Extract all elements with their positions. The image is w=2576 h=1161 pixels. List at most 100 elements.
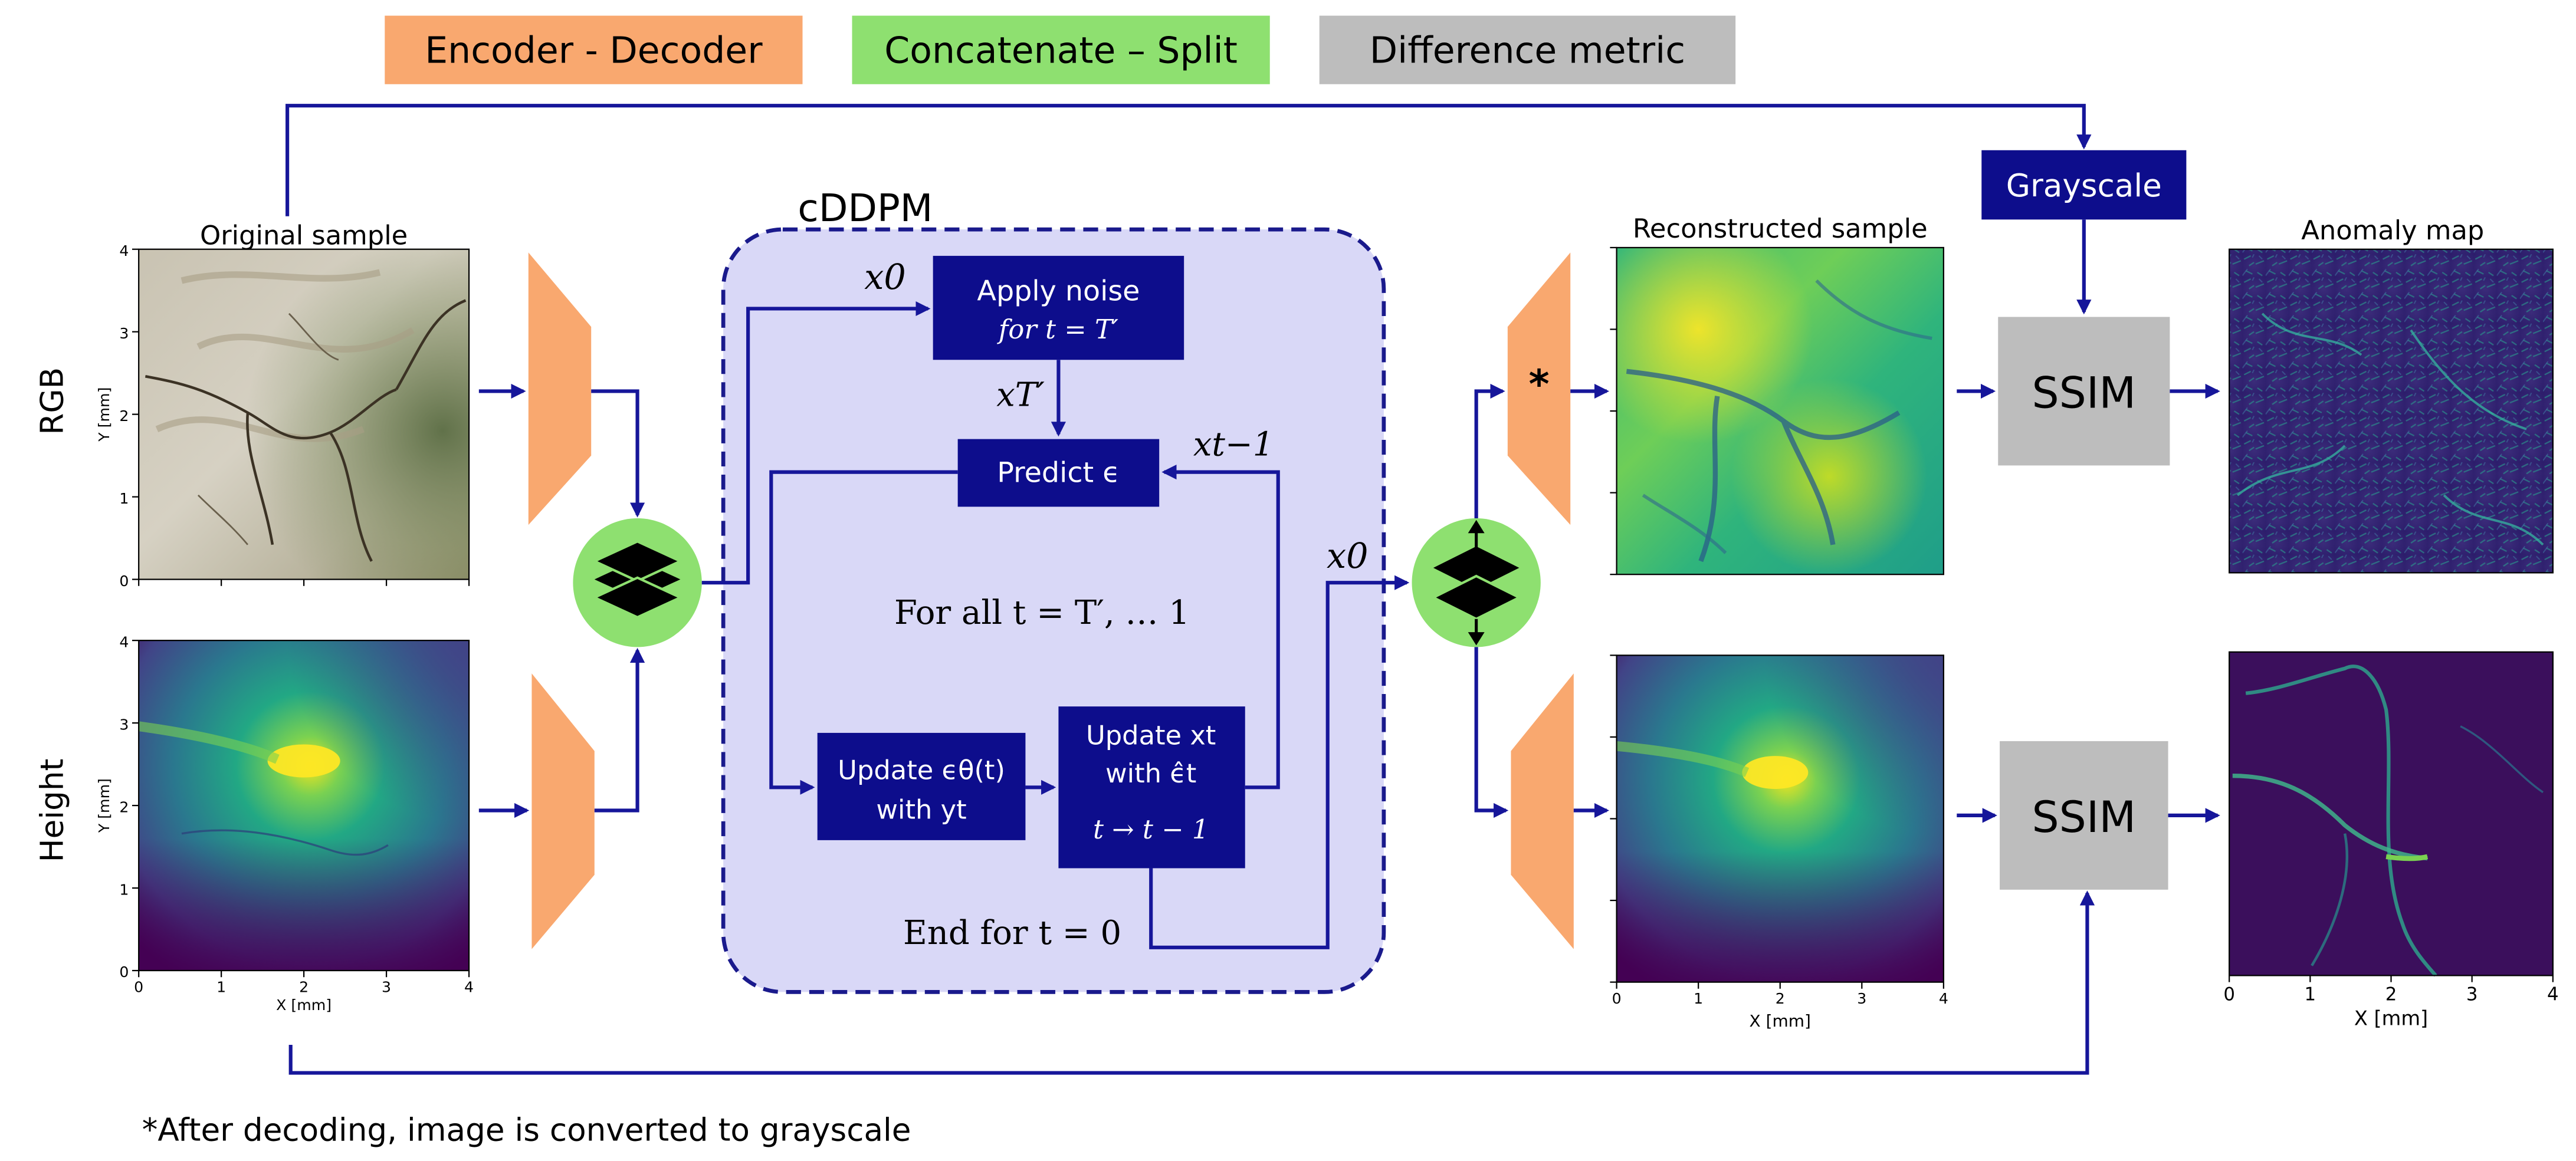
- xtick-label: 0: [134, 978, 143, 995]
- xtick-label: 0: [2223, 984, 2235, 1005]
- legend-encoder-label: Encoder - Decoder: [425, 29, 763, 71]
- layers-icon: [591, 540, 684, 619]
- legend-encoder-swatch: [385, 15, 803, 84]
- ssim-label-height: SSIM: [2032, 792, 2137, 843]
- update-epsilon-line1: Update ϵθ(t): [838, 754, 1005, 785]
- update-epsilon-box: [817, 732, 1026, 840]
- update-x-line1: Update xt: [1086, 720, 1216, 751]
- decoder-rgb-trapezoid: [1507, 252, 1571, 525]
- ytick-label: 4: [119, 242, 129, 259]
- original-height-yticks: 4 3 2 1 0: [119, 633, 129, 981]
- legend-metric-swatch: [1319, 15, 1736, 84]
- legend-metric-label: Difference metric: [1370, 29, 1685, 71]
- original-height-ylabel: Y [mm]: [96, 778, 113, 833]
- xtick-label: 1: [216, 978, 226, 995]
- arrow-split-to-decoder-rgb: [1474, 383, 1505, 518]
- xtick-label: 2: [1776, 990, 1785, 1007]
- row-label-height: Height: [34, 759, 70, 863]
- anomaly-title: Anomaly map: [2301, 215, 2484, 246]
- xtick-label: 4: [1939, 990, 1948, 1007]
- ytick-label: 3: [119, 716, 129, 733]
- grayscale-box: [1981, 150, 2187, 220]
- arrow-update-x-to-predict: [1161, 465, 1280, 790]
- ytick-label: 4: [119, 633, 129, 650]
- ytick-label: 1: [119, 881, 129, 898]
- arrow-encoder-rgb-to-concat: [591, 389, 645, 518]
- predict-epsilon-label: Predict ϵ: [997, 456, 1120, 489]
- loop-label: For all t = T′, … 1: [894, 594, 1190, 632]
- ytick-label: 3: [119, 325, 129, 342]
- anomaly-xlabel: X [mm]: [2354, 1007, 2428, 1030]
- xtick-label: 3: [2466, 984, 2478, 1005]
- xtick-label: 4: [464, 978, 474, 995]
- reconstructed-rgb-image: [1616, 247, 1944, 575]
- ytick-label: 1: [119, 490, 129, 507]
- ytick-label: 2: [119, 798, 129, 815]
- apply-noise-box: [933, 255, 1184, 360]
- xtick-label: 2: [299, 978, 309, 995]
- original-rgb-image: [139, 249, 470, 580]
- original-rgb-axes: [132, 248, 470, 586]
- arrow-encoder-height-to-concat: [594, 647, 645, 813]
- xtick-label: 3: [1857, 990, 1866, 1007]
- update-x-line3: t → t − 1: [1093, 814, 1209, 845]
- apply-noise-line1: Apply noise: [977, 275, 1140, 307]
- reconstructed-xlabel: X [mm]: [1750, 1011, 1811, 1031]
- original-height-xticks: 0 1 2 3 4: [134, 978, 474, 995]
- encoder-height-trapezoid: [531, 673, 595, 949]
- original-height-axes: [132, 640, 470, 978]
- arrow-concat-to-apply-noise: [701, 301, 931, 585]
- update-x-box: [1058, 706, 1245, 869]
- end-for-label: End for t = 0: [903, 914, 1121, 952]
- x0-input-label: x0: [864, 256, 906, 297]
- ssim-label-rgb: SSIM: [2032, 368, 2137, 418]
- anomaly-height-axes: [2229, 651, 2554, 982]
- xtick-label: 3: [382, 978, 391, 995]
- cddpm-title: cDDPM: [798, 186, 933, 231]
- arrow-update-x-to-split: [1149, 575, 1410, 949]
- apply-noise-line2: for t = T′: [997, 314, 1118, 345]
- xtick-label: 1: [1694, 990, 1703, 1007]
- ytick-label: 2: [119, 407, 129, 425]
- footnote: *After decoding, image is converted to g…: [142, 1111, 911, 1148]
- original-height-image: [138, 640, 470, 971]
- anomaly-rgb-image: [2229, 249, 2553, 573]
- update-epsilon-line2: with yt: [876, 794, 966, 825]
- xtick-label: 1: [2305, 984, 2316, 1005]
- reconstructed-height-axes: [1610, 654, 1944, 989]
- update-x-line2: with ϵ̂t: [1105, 758, 1196, 789]
- anomaly-height-image: [2229, 652, 2553, 977]
- encoder-rgb-trapezoid: [528, 252, 592, 525]
- x0-output-label: x0: [1327, 535, 1369, 576]
- arrow-original-to-ssim-height: [288, 890, 2095, 1075]
- legend-concat-label: Concatenate – Split: [884, 29, 1238, 71]
- reconstructed-title: Reconstructed sample: [1633, 213, 1928, 244]
- grayscale-asterisk: *: [1528, 361, 1549, 407]
- reconstructed-height-image: [1616, 655, 1944, 982]
- decoder-height-trapezoid: [1511, 673, 1574, 949]
- xtick-label: 0: [1612, 990, 1622, 1007]
- predict-epsilon-box: [957, 439, 1160, 507]
- xT-prime-label: xT′: [996, 376, 1045, 415]
- row-label-rgb: RGB: [34, 367, 70, 435]
- original-title: Original sample: [200, 219, 408, 251]
- original-rgb-ylabel: Y [mm]: [96, 387, 113, 442]
- connectors: [286, 104, 2220, 1075]
- concat-circle: [573, 518, 702, 647]
- ssim-box-rgb: [1998, 317, 2170, 466]
- grayscale-label: Grayscale: [2006, 167, 2162, 204]
- original-xlabel: X [mm]: [276, 996, 332, 1014]
- ytick-label: 0: [119, 573, 129, 590]
- reconstructed-xticks: 0 1 2 3 4: [1612, 990, 1948, 1007]
- legend: Encoder - Decoder Concatenate – Split Di…: [385, 15, 1736, 84]
- ssim-box-height: [2000, 741, 2168, 890]
- legend-concat-swatch: [852, 15, 1270, 84]
- xtick-label: 2: [2385, 984, 2397, 1005]
- ytick-label: 0: [119, 963, 129, 981]
- original-rgb-yticks: 4 3 2 1 0: [119, 242, 129, 590]
- x-t-minus-1-label: xt−1: [1193, 426, 1274, 464]
- anomaly-rgb-frame: [2229, 248, 2554, 574]
- reconstructed-rgb-axes: [1610, 246, 1944, 575]
